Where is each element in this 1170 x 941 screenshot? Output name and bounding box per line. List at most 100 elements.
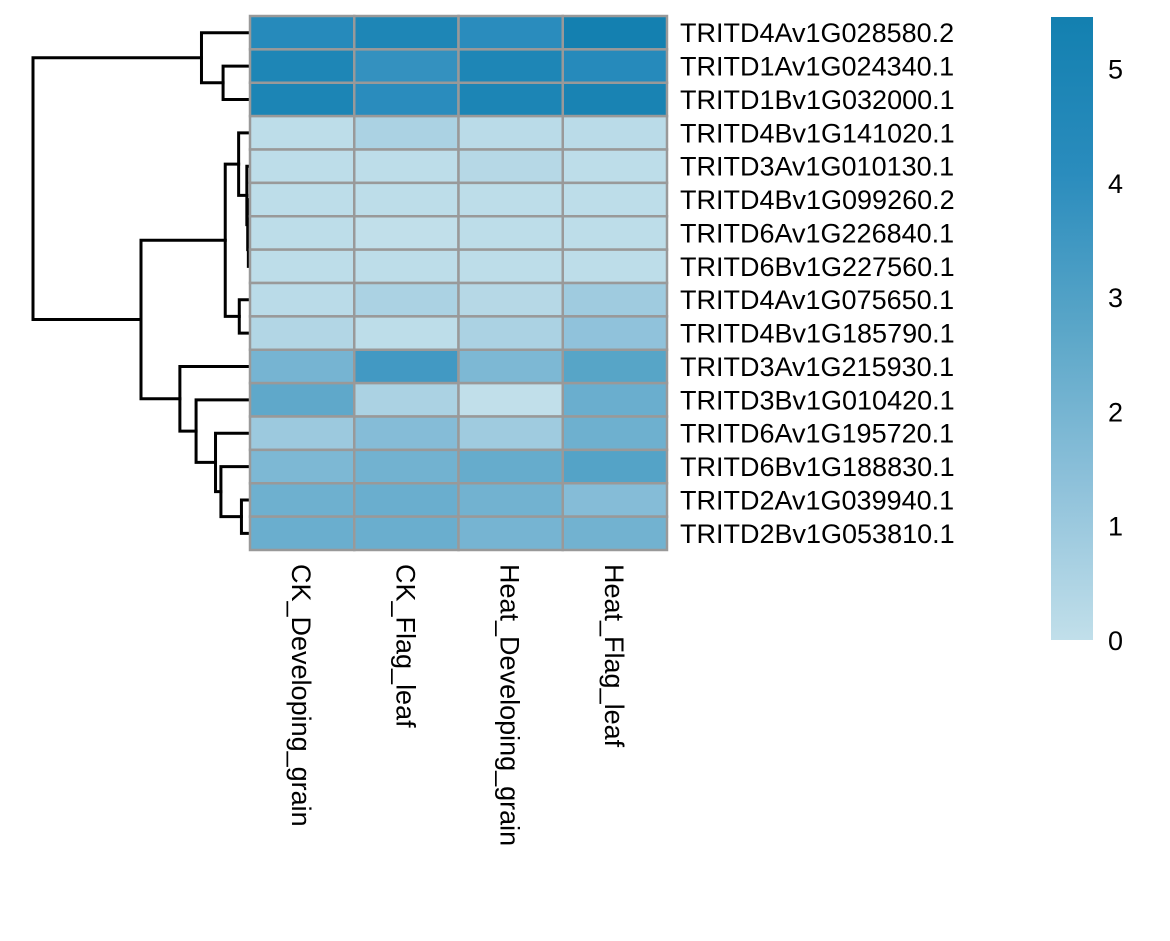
heatmap-cell — [248, 415, 356, 452]
row-label: TRITD4Bv1G099260.2 — [680, 185, 955, 215]
heatmap-cell — [561, 148, 669, 185]
heatmap-cell — [353, 281, 460, 318]
heatmap-cell — [353, 215, 460, 251]
heatmap-cell — [457, 415, 564, 452]
heatmap-cell — [457, 381, 564, 418]
heatmap-cell — [561, 81, 669, 118]
heatmap-cell — [561, 48, 669, 84]
heatmap-cell — [353, 114, 460, 151]
heatmap-cell — [561, 215, 669, 251]
heatmap-cell — [457, 515, 564, 552]
column-label: CK_Developing_grain — [286, 564, 316, 827]
heatmap-cell — [248, 14, 356, 51]
heatmap-cell — [457, 14, 564, 51]
heatmap-cell — [248, 448, 356, 485]
heatmap-cell — [561, 381, 669, 418]
heatmap-cell — [561, 415, 669, 452]
heatmap-cell — [248, 348, 356, 385]
legend-color-bar — [1051, 17, 1093, 640]
heatmap-cell — [457, 81, 564, 118]
dendrogram-branch — [199, 31, 251, 85]
heatmap-cell — [248, 381, 356, 418]
heatmap-cell — [457, 215, 564, 251]
heatmap-cell — [561, 114, 669, 151]
column-label: CK_Flag_leaf — [390, 564, 420, 728]
row-label: TRITD4Av1G028580.2 — [680, 18, 954, 48]
color-legend: 0 1 2 3 4 5 — [1051, 17, 1123, 656]
heatmap-cells — [248, 14, 669, 552]
heatmap-cell — [457, 281, 564, 318]
row-label: TRITD6Av1G195720.1 — [680, 419, 954, 449]
heatmap-cell — [457, 148, 564, 185]
dendrogram-branch — [139, 238, 227, 401]
row-label: TRITD4Bv1G141020.1 — [680, 118, 955, 148]
legend-tick-label: 4 — [1108, 169, 1123, 199]
legend-tick-label: 3 — [1108, 283, 1123, 313]
row-label: TRITD1Av1G024340.1 — [680, 52, 954, 82]
row-label: TRITD1Bv1G032000.1 — [680, 85, 955, 115]
heatmap-cell — [353, 415, 460, 452]
row-label: TRITD6Bv1G188830.1 — [680, 452, 955, 482]
heatmap-cell — [248, 81, 356, 118]
heatmap-cell — [353, 81, 460, 118]
heatmap-cell — [561, 181, 669, 218]
heatmap-cell — [561, 281, 669, 318]
heatmap-cell — [248, 281, 356, 318]
dendrogram-branch — [221, 64, 251, 101]
heatmap-cell — [248, 315, 356, 351]
row-dendrogram — [31, 31, 251, 535]
row-label: TRITD4Bv1G185790.1 — [680, 319, 955, 349]
heatmap-cell — [353, 181, 460, 218]
heatmap-cell — [457, 482, 564, 518]
heatmap-cell — [248, 48, 356, 84]
heatmap-cell — [248, 515, 356, 552]
heatmap-cell — [248, 248, 356, 285]
legend-ticks: 0 1 2 3 4 5 — [1108, 54, 1123, 656]
heatmap-cell — [353, 482, 460, 518]
legend-tick-label: 5 — [1108, 54, 1123, 84]
row-label: TRITD2Av1G039940.1 — [680, 485, 954, 515]
row-label: TRITD4Av1G075650.1 — [680, 285, 954, 315]
row-label: TRITD3Bv1G010420.1 — [680, 385, 955, 415]
heatmap-cell — [353, 381, 460, 418]
heatmap-cell — [353, 248, 460, 285]
column-label: Heat_Flag_leaf — [599, 564, 629, 748]
dendrogram-branch — [31, 56, 203, 322]
heatmap-cell — [561, 448, 669, 485]
column-labels: CK_Developing_grain CK_Flag_leaf Heat_Deve… — [286, 564, 629, 846]
row-label: TRITD2Bv1G053810.1 — [680, 519, 955, 549]
heatmap-cell — [561, 315, 669, 351]
heatmap-cell — [353, 348, 460, 385]
heatmap-cell — [457, 448, 564, 485]
dendrogram-branch — [194, 398, 251, 464]
row-label: TRITD6Av1G226840.1 — [680, 218, 954, 248]
heatmap-cell — [561, 348, 669, 385]
heatmap-cell — [457, 48, 564, 84]
heatmap-cell — [457, 114, 564, 151]
heatmap-cell — [353, 148, 460, 185]
heatmap-cell — [457, 348, 564, 385]
heatmap-cell — [353, 14, 460, 51]
heatmap-cell — [248, 114, 356, 151]
heatmap-cell — [457, 181, 564, 218]
heatmap-cell — [457, 248, 564, 285]
column-label: Heat_Developing_grain — [495, 564, 525, 846]
heatmap-cell — [457, 315, 564, 351]
heatmap-cell — [561, 248, 669, 285]
row-label: TRITD3Av1G010130.1 — [680, 152, 954, 182]
row-labels: TRITD4Av1G028580.2TRITD1Av1G024340.1TRIT… — [680, 18, 955, 549]
row-label: TRITD3Av1G215930.1 — [680, 352, 954, 382]
legend-tick-label: 2 — [1108, 397, 1123, 427]
row-label: TRITD6Bv1G227560.1 — [680, 252, 955, 282]
legend-tick-label: 0 — [1108, 626, 1123, 656]
heatmap-cell — [561, 515, 669, 552]
heatmap-cell — [353, 48, 460, 84]
heatmap-cell — [353, 448, 460, 485]
heatmap-cell — [561, 482, 669, 518]
heatmap-cell — [353, 315, 460, 351]
heatmap-cell — [353, 515, 460, 552]
dendrogram-branch — [219, 465, 251, 519]
heatmap-cell — [561, 14, 669, 51]
heatmap-cell — [248, 148, 356, 185]
